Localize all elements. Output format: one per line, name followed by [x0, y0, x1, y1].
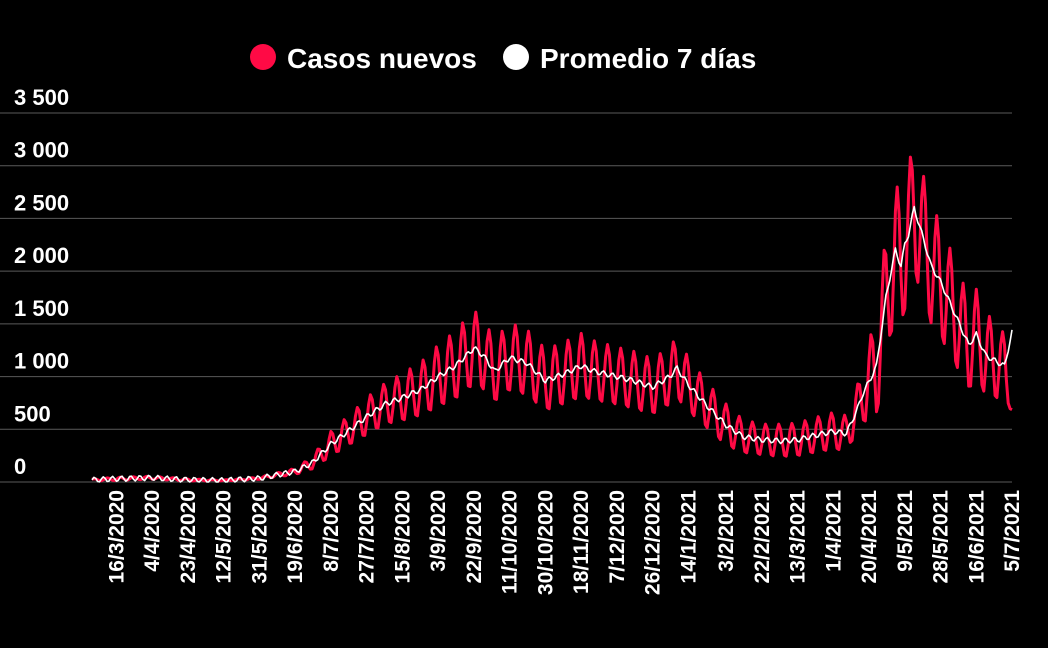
y-tick-label: 2 500	[14, 190, 69, 215]
x-tick-label: 15/8/2020	[391, 490, 414, 583]
x-tick-label: 8/7/2020	[320, 490, 343, 572]
x-tick-label: 23/4/2020	[177, 490, 200, 583]
x-axis-tick-labels: 16/3/2020 4/4/2020 23/4/2020 12/5/2020 31/5/…	[106, 490, 1025, 595]
x-tick-label: 4/4/2020	[141, 490, 164, 572]
x-tick-label: 26/12/2020	[642, 490, 665, 595]
y-axis-tick-labels: 0 500 1 000 1 500 2 000 2 500 3 000 3 500	[14, 85, 69, 479]
x-tick-label: 7/12/2020	[606, 490, 629, 583]
x-tick-label: 22/9/2020	[463, 490, 486, 583]
x-tick-label: 20/4/2021	[858, 490, 881, 584]
x-tick-label: 5/7/2021	[1001, 490, 1024, 572]
legend-label-promedio: Promedio 7 días	[540, 43, 756, 74]
series-line-casos-nuevos	[91, 155, 1013, 483]
x-tick-label: 19/6/2020	[284, 490, 307, 583]
y-tick-label: 2 000	[14, 243, 69, 268]
x-tick-label: 28/5/2021	[930, 490, 953, 584]
plot-area	[91, 155, 1013, 483]
x-tick-label: 27/7/2020	[356, 490, 379, 583]
y-tick-label: 3 000	[14, 138, 69, 163]
x-tick-label: 9/5/2021	[894, 490, 917, 572]
y-tick-label: 1 000	[14, 349, 69, 374]
grid	[0, 112, 1012, 483]
legend-marker-promedio	[503, 44, 529, 70]
legend: Casos nuevos Promedio 7 días	[250, 43, 756, 74]
series-line-promedio-7-dias	[91, 205, 1013, 483]
x-tick-label: 13/3/2021	[787, 490, 810, 584]
x-tick-label: 3/9/2020	[427, 490, 450, 572]
x-tick-label: 11/10/2020	[499, 490, 522, 594]
legend-label-casos-nuevos: Casos nuevos	[287, 43, 477, 74]
y-tick-label: 500	[14, 401, 51, 426]
y-tick-label: 3 500	[14, 85, 69, 110]
legend-marker-casos-nuevos	[250, 44, 276, 70]
x-tick-label: 3/2/2021	[715, 490, 738, 572]
x-tick-label: 14/1/2021	[677, 490, 700, 584]
x-tick-label: 16/3/2020	[106, 490, 129, 583]
x-tick-label: 16/6/2021	[965, 490, 988, 584]
y-tick-label: 1 500	[14, 296, 69, 321]
y-tick-label: 0	[14, 454, 26, 479]
x-tick-label: 12/5/2020	[213, 490, 236, 583]
x-tick-label: 1/4/2021	[822, 490, 845, 572]
x-tick-label: 31/5/2020	[248, 490, 271, 583]
x-tick-label: 18/11/2020	[570, 490, 593, 594]
x-tick-label: 30/10/2020	[534, 490, 557, 595]
x-tick-label: 22/2/2021	[751, 490, 774, 584]
